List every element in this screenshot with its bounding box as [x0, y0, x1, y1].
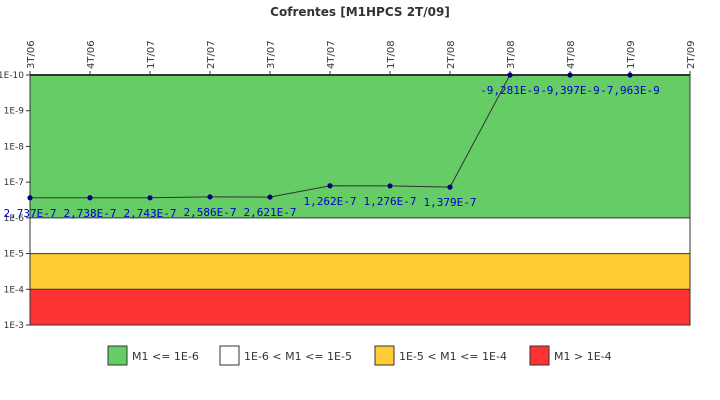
data-point-9: [567, 72, 573, 78]
data-point-3: [207, 194, 213, 200]
x-tick-label-4: 3T/07: [266, 40, 277, 69]
y-tick-label-7: 1E-3: [4, 321, 24, 331]
x-tick-label-11: 2T/09: [686, 40, 697, 69]
y-tick-label-3: 1E-7: [4, 178, 24, 188]
x-tick-label-1: 4T/06: [86, 40, 97, 69]
data-label-7: 1,379E-7: [424, 196, 477, 209]
x-tick-label-7: 2T/08: [446, 40, 457, 69]
legend-label-1: 1E-6 < M1 <= 1E-5: [244, 350, 352, 363]
y-tick-label-4: 1E-6: [4, 214, 25, 224]
y-tick-label-1: 1E-9: [4, 107, 25, 117]
data-point-6: [387, 183, 393, 189]
data-point-5: [327, 183, 333, 189]
gridlines: [30, 217, 690, 290]
x-tick-label-3: 2T/07: [206, 40, 217, 69]
data-point-2: [147, 195, 153, 201]
data-point-4: [267, 194, 273, 200]
legend-swatch-3: [529, 345, 550, 366]
data-point-8: [507, 72, 513, 78]
data-label-8: -9,281E-9: [480, 84, 540, 97]
data-label-2: 2,743E-7: [124, 207, 177, 220]
data-label-0: 2,737E-7: [4, 207, 57, 220]
x-axis-ticks: 3T/06 4T/06 1T/07 2T/07 3T/07 4T/07 1T/08 2T/08…: [26, 40, 697, 75]
band-3: [30, 289, 690, 325]
data-label-3: 2,586E-7: [184, 206, 237, 219]
data-point-7: [447, 184, 453, 190]
threshold-bands: [29, 74, 691, 326]
series-line: [27, 72, 633, 201]
y-tick-label-2: 1E-8: [4, 142, 25, 152]
band-1: [30, 217, 690, 254]
chart-title: Cofrentes [M1HPCS 2T/09]: [270, 5, 450, 19]
legend-swatch-1: [219, 345, 240, 366]
x-tick-label-2: 1T/07: [146, 40, 157, 69]
data-label-9: -9,397E-9: [540, 84, 600, 97]
legend-label-3: M1 > 1E-4: [554, 350, 612, 363]
x-tick-label-6: 1T/08: [386, 40, 397, 69]
data-point-0: [27, 195, 33, 201]
x-tick-label-8: 3T/08: [506, 40, 517, 69]
band-0: [30, 75, 690, 218]
data-point-10: [627, 72, 633, 78]
data-labels: 2,737E-7 2,738E-7 2,743E-7 2,586E-7 2,621E-7…: [4, 84, 660, 220]
x-tick-label-10: 1T/09: [626, 40, 637, 69]
legend-label-2: 1E-5 < M1 <= 1E-4: [399, 350, 507, 363]
x-tick-label-0: 3T/06: [26, 40, 37, 69]
data-label-1: 2,738E-7: [64, 207, 117, 220]
y-tick-label-5: 1E-5: [4, 250, 24, 260]
legend-swatch-2: [374, 345, 395, 366]
x-tick-label-5: 4T/07: [326, 40, 337, 69]
x-tick-label-9: 4T/08: [566, 40, 577, 69]
y-tick-label-6: 1E-4: [4, 285, 25, 295]
data-label-5: 1,262E-7: [304, 195, 357, 208]
legend: M1 <= 1E-6 1E-6 < M1 <= 1E-5 1E-5 < M1 <= …: [107, 345, 612, 366]
legend-swatch-0: [107, 345, 128, 366]
band-2: [30, 253, 690, 290]
data-label-10: -7,963E-9: [600, 84, 660, 97]
y-axis-ticks: 1E-10 1E-9 1E-8 1E-7 1E-6 1E-5 1E-4 1E-3: [0, 71, 30, 331]
data-label-4: 2,621E-7: [244, 206, 297, 219]
data-point-1: [87, 195, 93, 201]
data-label-6: 1,276E-7: [364, 195, 417, 208]
legend-label-0: M1 <= 1E-6: [132, 350, 199, 363]
y-tick-label-0: 1E-10: [0, 71, 24, 81]
